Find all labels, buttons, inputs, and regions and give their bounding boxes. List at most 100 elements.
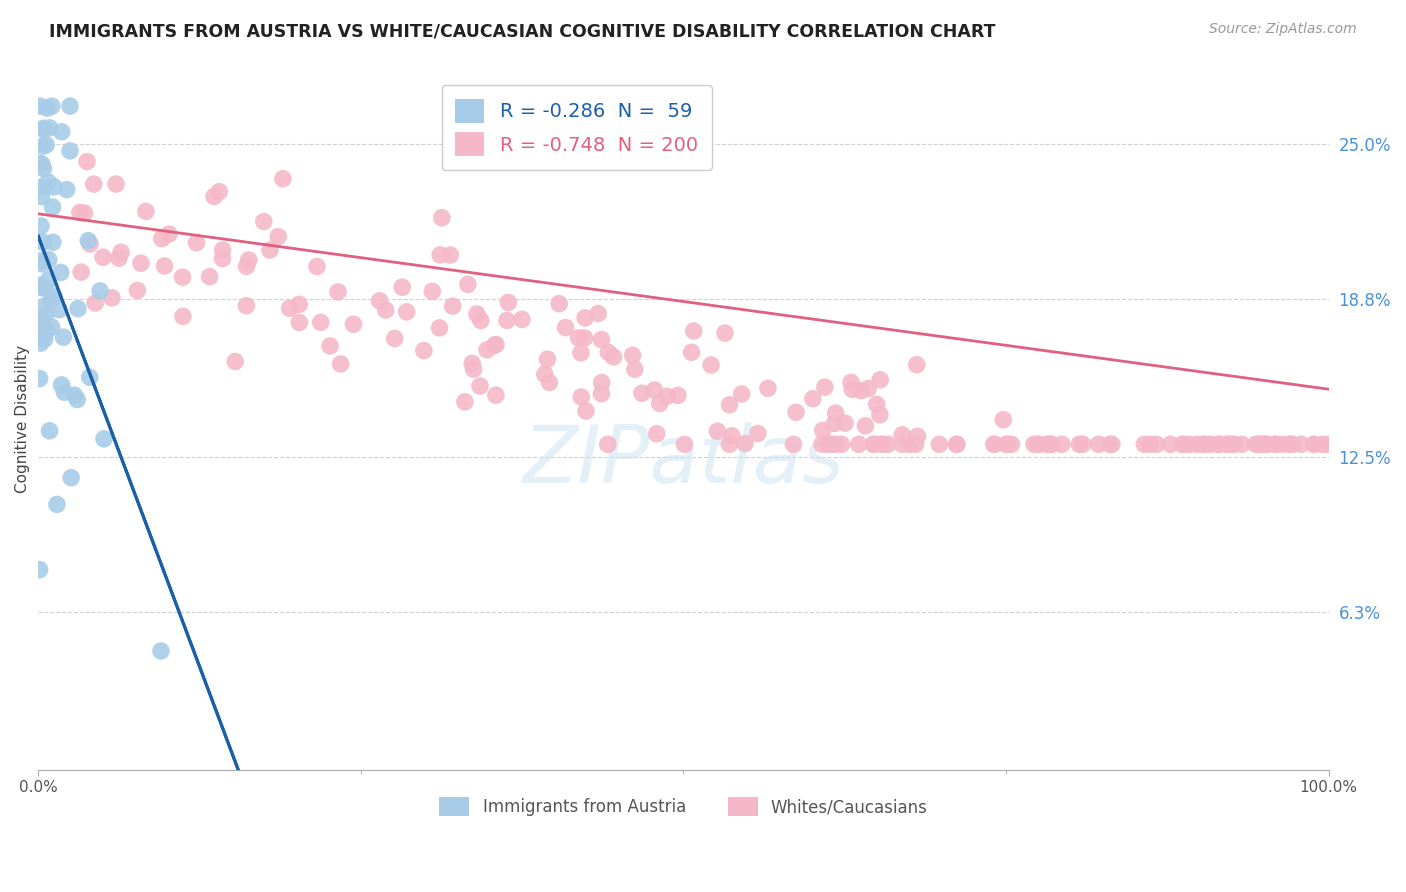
- Point: [1250, 437, 1272, 451]
- Point: [814, 380, 837, 394]
- Legend: Immigrants from Austria, Whites/Caucasians: Immigrants from Austria, Whites/Caucasia…: [430, 789, 936, 825]
- Point: [38, 424, 60, 438]
- Point: [823, 417, 845, 431]
- Point: [856, 382, 879, 396]
- Point: [374, 303, 396, 318]
- Point: [429, 248, 451, 262]
- Point: [1254, 437, 1277, 451]
- Point: [28, 371, 51, 385]
- Point: [1028, 437, 1050, 451]
- Point: [454, 394, 477, 409]
- Point: [342, 318, 364, 332]
- Point: [93, 432, 115, 446]
- Point: [1139, 437, 1161, 451]
- Point: [898, 437, 921, 451]
- Point: [905, 358, 928, 372]
- Point: [34, 280, 56, 294]
- Point: [824, 437, 846, 451]
- Point: [648, 396, 671, 410]
- Point: [384, 331, 406, 345]
- Point: [655, 389, 678, 403]
- Point: [28, 156, 51, 170]
- Point: [747, 426, 769, 441]
- Point: [63, 388, 86, 402]
- Point: [730, 387, 752, 401]
- Point: [1279, 437, 1302, 451]
- Point: [1050, 437, 1073, 451]
- Point: [1178, 437, 1201, 451]
- Point: [1192, 437, 1215, 451]
- Point: [172, 270, 194, 285]
- Point: [569, 346, 592, 360]
- Point: [591, 333, 613, 347]
- Point: [623, 362, 645, 376]
- Point: [105, 177, 128, 191]
- Point: [186, 235, 208, 250]
- Point: [51, 125, 73, 139]
- Point: [1038, 437, 1060, 451]
- Point: [1022, 437, 1045, 451]
- Point: [1170, 437, 1192, 451]
- Point: [1199, 437, 1222, 451]
- Point: [32, 121, 55, 136]
- Point: [208, 185, 231, 199]
- Point: [1159, 437, 1181, 451]
- Point: [554, 320, 576, 334]
- Point: [35, 137, 58, 152]
- Point: [28, 563, 51, 577]
- Point: [69, 205, 91, 219]
- Point: [1194, 437, 1216, 451]
- Point: [602, 350, 624, 364]
- Point: [721, 429, 744, 443]
- Point: [1218, 437, 1240, 451]
- Point: [1039, 437, 1062, 451]
- Point: [1289, 437, 1312, 451]
- Point: [441, 299, 464, 313]
- Point: [891, 427, 914, 442]
- Point: [548, 296, 571, 310]
- Point: [391, 280, 413, 294]
- Point: [907, 429, 929, 443]
- Point: [848, 437, 870, 451]
- Point: [1206, 437, 1229, 451]
- Point: [983, 437, 1005, 451]
- Point: [44, 180, 66, 194]
- Point: [870, 437, 893, 451]
- Point: [238, 253, 260, 268]
- Point: [101, 291, 124, 305]
- Point: [41, 200, 63, 214]
- Point: [412, 343, 434, 358]
- Point: [945, 437, 967, 451]
- Point: [782, 437, 804, 451]
- Point: [718, 398, 741, 412]
- Point: [463, 362, 485, 376]
- Point: [1254, 437, 1277, 451]
- Point: [319, 339, 342, 353]
- Point: [862, 437, 884, 451]
- Point: [869, 408, 891, 422]
- Point: [73, 206, 96, 220]
- Point: [32, 235, 55, 250]
- Point: [271, 171, 294, 186]
- Point: [30, 219, 52, 233]
- Point: [89, 284, 111, 298]
- Point: [1264, 437, 1286, 451]
- Point: [904, 437, 927, 451]
- Point: [1101, 437, 1123, 451]
- Point: [38, 273, 60, 287]
- Point: [42, 289, 65, 303]
- Point: [211, 243, 233, 257]
- Point: [866, 397, 889, 411]
- Point: [51, 378, 73, 392]
- Point: [1302, 437, 1324, 451]
- Point: [150, 232, 173, 246]
- Point: [682, 324, 704, 338]
- Text: IMMIGRANTS FROM AUSTRIA VS WHITE/CAUCASIAN COGNITIVE DISABILITY CORRELATION CHAR: IMMIGRANTS FROM AUSTRIA VS WHITE/CAUCASI…: [49, 22, 995, 40]
- Point: [995, 437, 1018, 451]
- Point: [38, 252, 60, 267]
- Point: [475, 343, 498, 357]
- Point: [1223, 437, 1246, 451]
- Point: [395, 305, 418, 319]
- Point: [224, 354, 246, 368]
- Point: [484, 338, 506, 352]
